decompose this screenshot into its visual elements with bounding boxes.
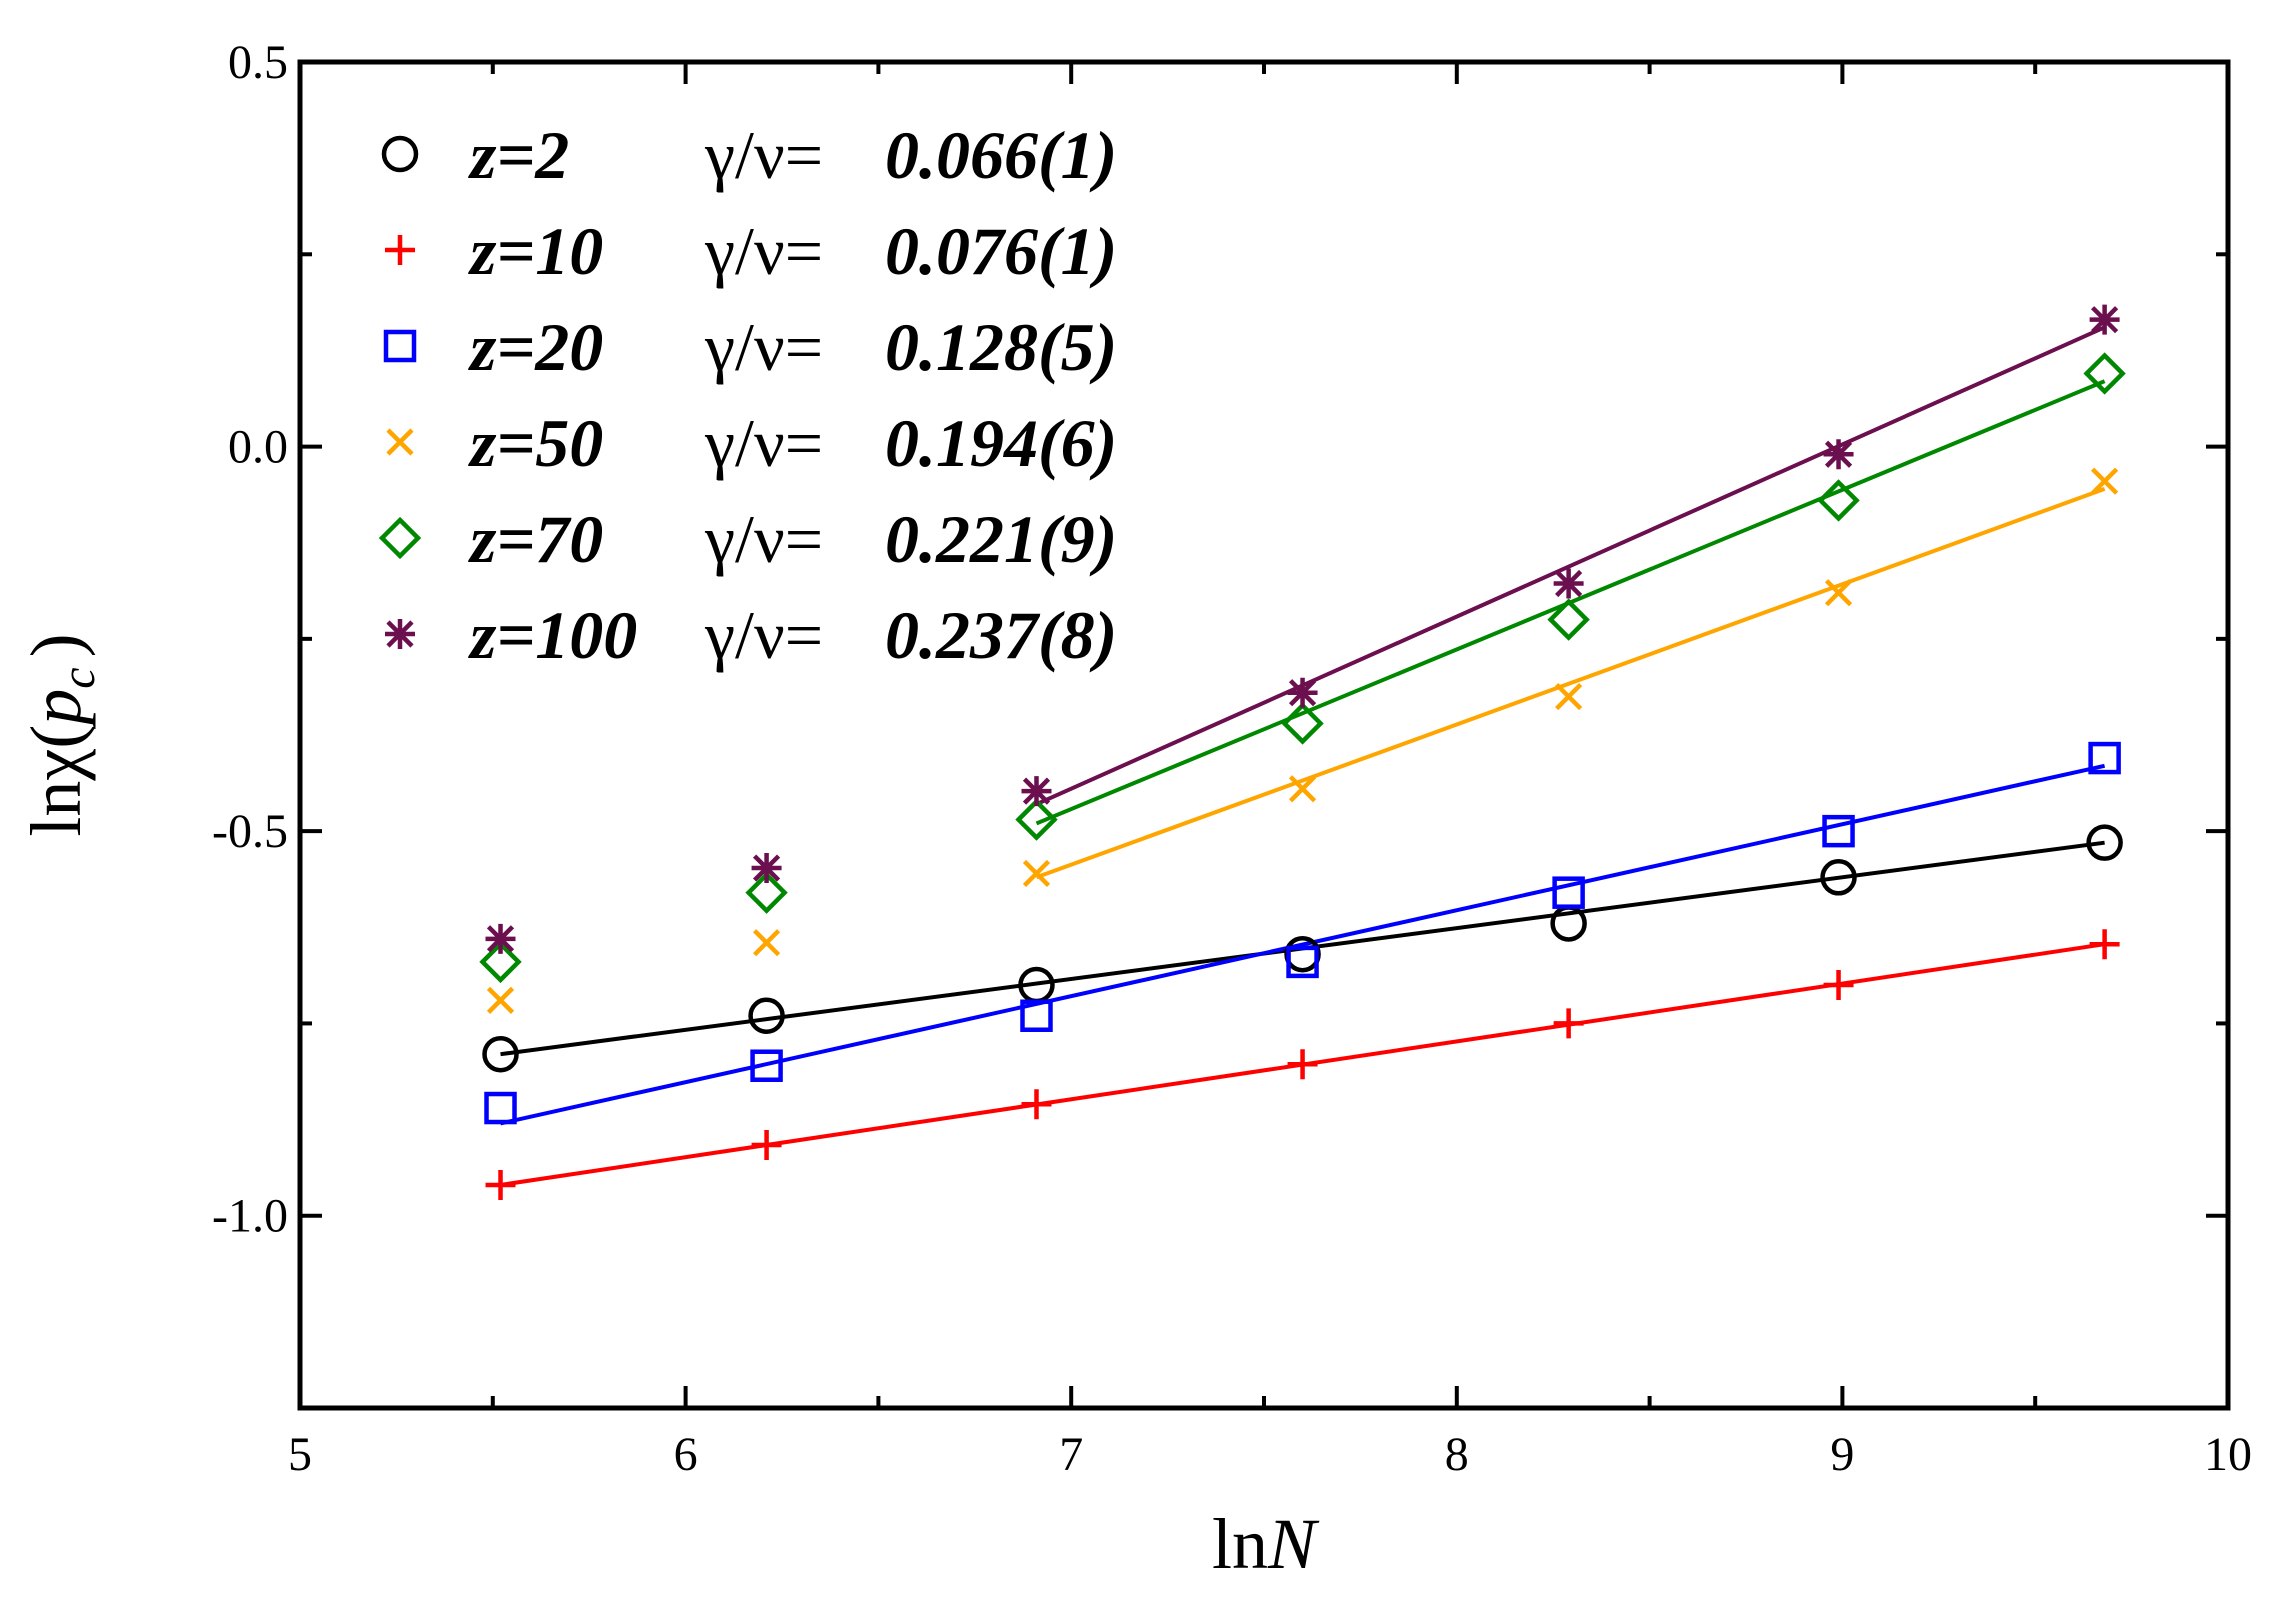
legend-marker-z=10 [385, 235, 415, 265]
legend-marker-z=70 [378, 516, 422, 560]
legend-gamma-nu: γ/ν= [704, 213, 823, 289]
data-point-z=20-1 [750, 1049, 783, 1082]
data-point-z=2-5 [1820, 859, 1857, 896]
data-point-z=2-6 [2086, 824, 2123, 861]
legend-marker-z=20 [383, 329, 417, 363]
x-axis-title-var: N [1267, 1504, 1320, 1584]
x-tick-label: 10 [2204, 1428, 2252, 1481]
legend-item-z=50: z=50 γ/ν= 0.194(6) [386, 405, 1117, 481]
legend-marker-z=2 [381, 135, 419, 173]
y-tick-label: -0.5 [212, 805, 288, 858]
data-point-z=70-3 [1281, 702, 1324, 745]
markers [479, 304, 2126, 1200]
x-axis-title-prefix: ln [1212, 1504, 1268, 1584]
data-point-z=50-1 [752, 929, 781, 957]
ticks: 5 6 7 8 9 10 0.5 0.0 -0.5 -1.0 [212, 36, 2252, 1481]
data-point-z=70-2 [1015, 798, 1058, 841]
data-point-z=50-4 [1555, 682, 1583, 711]
data-point-z=100-2 [1021, 776, 1052, 807]
data-point-z=20-6 [2088, 741, 2121, 775]
x-axis-title: lnN [1212, 1504, 1320, 1584]
data-point-z=10-5 [1823, 969, 1854, 1000]
data-point-z=100-3 [1287, 677, 1318, 708]
legend-value: 0.237(8) [885, 597, 1117, 673]
data-point-z=50-5 [1824, 579, 1853, 607]
legend-label: z=70 [468, 501, 603, 577]
data-point-z=20-4 [1552, 876, 1585, 909]
data-point-z=10-6 [2089, 929, 2120, 960]
legend-gamma-nu: γ/ν= [704, 405, 823, 481]
data-point-z=20-2 [1020, 999, 1053, 1032]
data-point-z=100-1 [751, 853, 782, 884]
legend-item-z=2: z=2 γ/ν= 0.066(1) [381, 117, 1117, 193]
legend-label: z=50 [468, 405, 603, 481]
y-tick-label: -1.0 [212, 1190, 288, 1243]
data-point-z=20-5 [1822, 814, 1855, 848]
fit-line-z=100 [1035, 325, 2106, 807]
data-point-z=100-5 [1823, 439, 1854, 470]
data-point-z=10-3 [1287, 1049, 1318, 1080]
data-point-z=70-5 [1817, 479, 1860, 522]
legend-value: 0.066(1) [885, 117, 1117, 193]
legend-gamma-nu: γ/ν= [704, 117, 823, 193]
y-axis-title-sub: c [52, 667, 105, 688]
data-point-z=10-2 [1021, 1089, 1052, 1120]
data-point-z=70-4 [1547, 598, 1590, 641]
y-tick-label: 0.0 [228, 421, 288, 474]
legend-value: 0.128(5) [885, 309, 1117, 385]
x-tick-label: 5 [288, 1428, 312, 1481]
data-point-z=70-0 [479, 940, 522, 984]
data-point-z=100-6 [2089, 304, 2120, 335]
legend-label: z=100 [468, 597, 637, 673]
legend-item-z=70: z=70 γ/ν= 0.221(9) [378, 501, 1117, 577]
legend-value: 0.194(6) [885, 405, 1117, 481]
legend-gamma-nu: γ/ν= [704, 309, 823, 385]
legend-item-z=10: z=10 γ/ν= 0.076(1) [385, 213, 1117, 289]
data-point-z=100-0 [485, 923, 516, 954]
data-point-z=10-0 [485, 1169, 516, 1200]
data-point-z=2-0 [482, 1035, 519, 1073]
legend-item-z=20: z=20 γ/ν= 0.128(5) [383, 309, 1117, 385]
legend-gamma-nu: γ/ν= [704, 597, 823, 673]
legend-value: 0.076(1) [885, 213, 1117, 289]
data-point-z=10-1 [751, 1129, 782, 1160]
legend-gamma-nu: γ/ν= [704, 501, 823, 577]
data-point-z=20-0 [484, 1091, 517, 1125]
data-point-z=2-1 [748, 997, 785, 1034]
y-tick-label: 0.5 [228, 36, 288, 89]
data-point-z=20-3 [1286, 945, 1319, 979]
x-tick-label: 9 [1830, 1428, 1854, 1481]
x-tick-label: 7 [1059, 1428, 1083, 1481]
y-axis-title-suffix: ) [16, 633, 96, 657]
plot-area [300, 62, 2228, 1408]
x-tick-label: 6 [674, 1428, 698, 1481]
data-point-z=70-6 [2083, 352, 2126, 395]
data-point-z=50-6 [2091, 467, 2119, 495]
fit-line-z=50 [1035, 486, 2106, 880]
legend-marker-z=100 [385, 619, 415, 649]
data-point-z=50-3 [1288, 775, 1317, 803]
legend-value: 0.221(9) [885, 501, 1117, 577]
data-point-z=10-4 [1553, 1008, 1584, 1039]
legend-label: z=10 [468, 213, 603, 289]
x-tick-label: 8 [1445, 1428, 1469, 1481]
legend-marker-z=50 [386, 428, 414, 456]
data-point-z=100-4 [1553, 568, 1584, 599]
data-point-z=50-2 [1022, 859, 1051, 888]
legend: z=2 γ/ν= 0.066(1) z=10 γ/ν= 0.076(1) z=20 γ/ν= 0… [378, 117, 1117, 673]
legend-item-z=100: z=100 γ/ν= 0.237(8) [385, 597, 1117, 673]
data-point-z=50-0 [486, 986, 515, 1014]
y-axis-title-prefix: lnχ( [16, 725, 96, 837]
legend-label: z=20 [468, 309, 603, 385]
data-point-z=70-1 [745, 871, 788, 914]
fit-line-z=20 [500, 763, 2106, 1126]
y-axis-title: lnχ(pc) [16, 633, 105, 836]
y-axis-title-var: p [16, 689, 96, 730]
legend-label: z=2 [468, 117, 569, 193]
